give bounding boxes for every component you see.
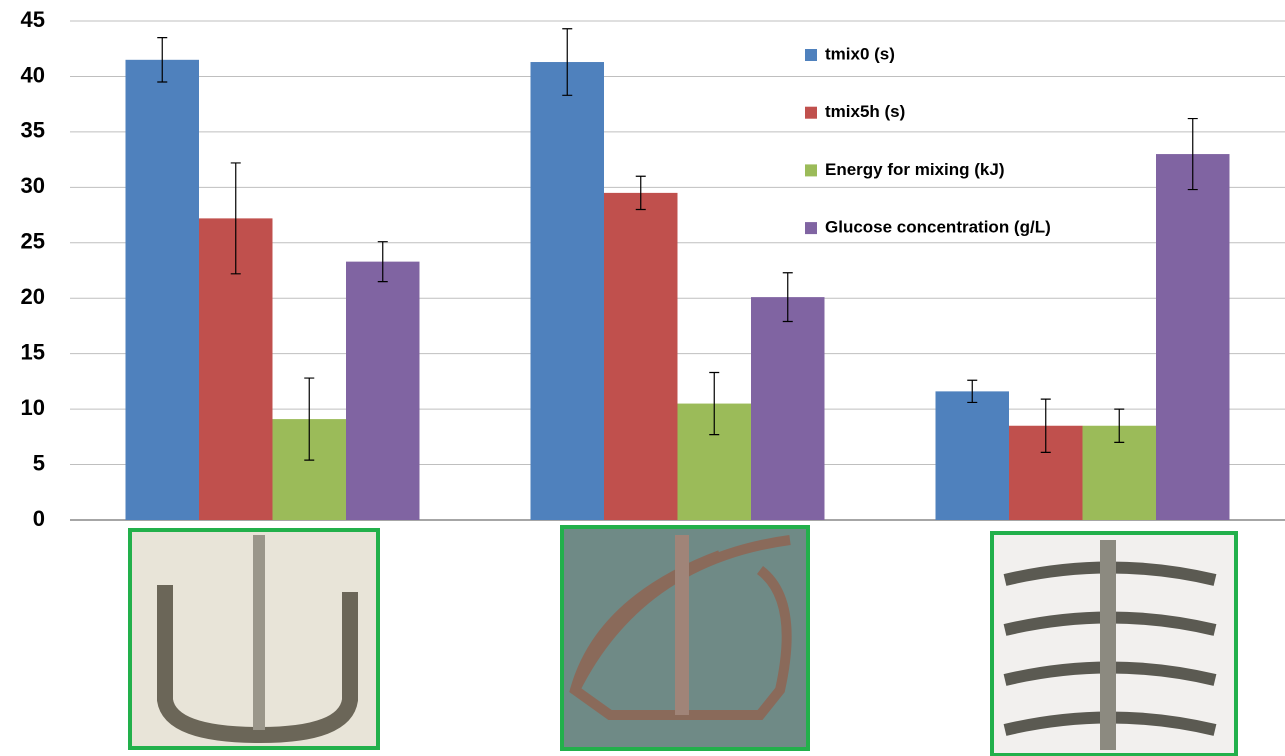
- y-tick-label: 10: [21, 395, 45, 420]
- chart: 0 5 10 15 20 25 30 35 40 45 tmix0 (s) tmix5h (s) Ene…: [0, 0, 1285, 756]
- y-tick-label: 40: [21, 62, 45, 87]
- bar: [751, 297, 825, 520]
- legend-swatch: [805, 49, 817, 61]
- y-tick-label: 0: [33, 506, 45, 531]
- bar: [936, 391, 1010, 520]
- y-tick-label: 45: [21, 7, 45, 32]
- legend-label: Glucose concentration (g/L): [825, 218, 1051, 237]
- legend-label: Energy for mixing (kJ): [825, 160, 1004, 179]
- impeller-shaft: [253, 535, 265, 730]
- bar: [531, 62, 605, 520]
- y-tick-label: 15: [21, 339, 45, 364]
- y-tick-label: 35: [21, 118, 45, 143]
- y-tick-label: 5: [33, 450, 45, 475]
- impeller-shaft: [1100, 540, 1116, 750]
- bar: [1156, 154, 1230, 520]
- y-tick-label: 25: [21, 229, 45, 254]
- legend-swatch: [805, 164, 817, 176]
- impeller-shaft: [675, 535, 689, 715]
- bar: [604, 193, 678, 520]
- y-tick-label: 30: [21, 173, 45, 198]
- legend-swatch: [805, 222, 817, 234]
- legend-label: tmix0 (s): [825, 44, 895, 63]
- bar: [346, 262, 420, 520]
- legend-swatch: [805, 107, 817, 119]
- impeller-photos: [130, 527, 1236, 755]
- y-tick-label: 20: [21, 284, 45, 309]
- bar: [126, 60, 200, 520]
- legend-label: tmix5h (s): [825, 102, 905, 121]
